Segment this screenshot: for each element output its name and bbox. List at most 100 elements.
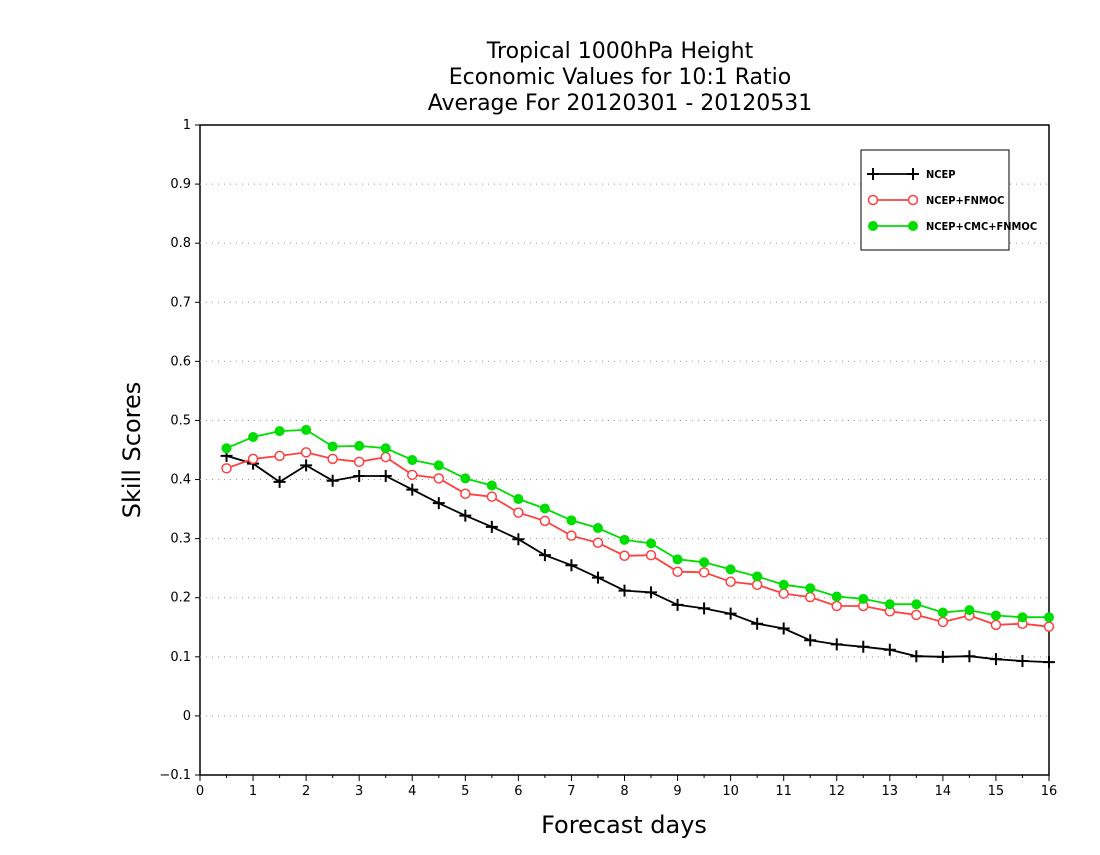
series-ncep-cmc-fnmoc [221,424,1054,623]
legend-marker-ncep-cmc-fnmoc [908,221,918,231]
data-point-ncep-cmc-fnmoc [672,554,683,565]
x-tick-label: 11 [775,784,792,799]
data-point-ncep-fnmoc [247,453,259,465]
data-point-ncep-cmc-fnmoc [301,424,312,435]
x-tick-label: 7 [567,784,575,799]
series-layer [220,424,1055,669]
data-point-ncep-cmc-fnmoc [699,557,710,568]
y-tick-label: 0.7 [170,295,191,310]
data-point-ncep-cmc-fnmoc [486,480,497,491]
data-point-ncep [645,586,658,599]
data-point-ncep-fnmoc [911,609,922,621]
chart-title-line-3: Average For 20120301 - 20120531 [428,91,813,116]
data-point-ncep-fnmoc [645,549,657,561]
data-point-ncep [724,607,737,620]
data-point-ncep [936,650,949,663]
y-tick-label: 1 [183,118,191,133]
legend-label-ncep: NCEP [926,168,956,181]
data-point-ncep [273,475,286,488]
legend: NCEP NCEP+FNMOC NCEP+CMC+FNMOC [860,149,1037,251]
data-point-ncep [830,638,843,651]
y-axis-title: Skill Scores [118,382,146,519]
data-point-ncep-fnmoc [539,515,551,527]
data-point-ncep [538,549,551,562]
data-point-ncep-cmc-fnmoc [566,515,577,526]
data-point-ncep-fnmoc [274,450,285,462]
data-point-ncep [406,483,419,496]
data-point-ncep-fnmoc [407,469,418,481]
data-point-ncep [379,470,392,482]
data-point-ncep-fnmoc [937,616,949,628]
y-tick-label: 0.3 [170,532,191,547]
legend-marker-ncep [867,168,879,180]
data-point-ncep-cmc-fnmoc [646,538,657,549]
data-point-ncep [326,474,339,487]
data-point-ncep-fnmoc [725,576,736,588]
y-tick-label: 0.5 [170,413,191,428]
data-point-ncep [432,497,445,510]
chart-title-line-1: Tropical 1000hPa Height [486,39,754,64]
x-tick-label: 12 [828,784,845,799]
legend-marker-ncep-cmc-fnmoc [868,221,878,231]
data-point-ncep [1016,654,1029,667]
series-ncep-fnmoc [221,447,1055,632]
x-tick-label: 6 [514,784,522,799]
data-point-ncep-cmc-fnmoc [380,443,391,454]
data-point-ncep-fnmoc [698,567,710,578]
data-point-ncep-cmc-fnmoc [513,494,524,505]
data-point-ncep-cmc-fnmoc [778,579,789,590]
data-point-ncep [751,617,764,630]
legend-label-ncep-cmc-fnmoc: NCEP+CMC+FNMOC [926,220,1037,233]
data-point-ncep-fnmoc [1043,621,1055,632]
data-point-ncep [883,643,896,656]
x-tick-label: 15 [988,784,1005,799]
data-point-ncep-fnmoc [433,473,445,484]
data-point-ncep [485,520,498,533]
data-point-ncep-fnmoc [778,588,789,599]
x-tick-label: 0 [196,784,204,799]
data-point-ncep [804,634,817,647]
data-point-ncep-cmc-fnmoc [1044,612,1054,623]
data-point-ncep-cmc-fnmoc [725,564,736,575]
axis-ticks: −0.100.10.20.30.40.50.60.70.80.910 1 2 3 4 5 6… [159,118,1057,799]
data-point-ncep [963,650,976,663]
data-point-ncep [591,571,604,584]
data-point-ncep-fnmoc [619,550,630,562]
legend-label-ncep-fnmoc: NCEP+FNMOC [926,194,1004,207]
data-point-ncep-cmc-fnmoc [884,599,895,610]
data-point-ncep [777,622,790,635]
data-point-ncep-cmc-fnmoc [1017,612,1028,623]
x-tick-label: 13 [882,784,899,799]
y-tick-label: 0.8 [170,236,191,251]
data-point-ncep-cmc-fnmoc [592,523,603,533]
data-point-ncep-fnmoc [380,451,391,463]
data-point-ncep-cmc-fnmoc [937,607,948,618]
data-point-ncep-fnmoc [804,591,816,603]
data-point-ncep-fnmoc [592,537,604,549]
x-axis-title: Forecast days [541,811,707,839]
data-point-ncep-cmc-fnmoc [221,443,232,454]
series-ncep [220,449,1055,669]
legend-marker-ncep [907,168,919,180]
series-line-ncep [226,455,1050,663]
y-tick-label: −0.1 [159,768,191,783]
x-tick-label: 10 [722,784,739,799]
x-tick-label: 3 [355,784,363,799]
x-tick-label: 16 [1041,784,1058,799]
data-point-ncep-cmc-fnmoc [619,534,630,545]
x-tick-label: 1 [249,784,257,799]
data-point-ncep-fnmoc [300,447,312,458]
data-point-ncep [353,470,366,482]
data-point-ncep-fnmoc [751,579,763,590]
data-point-ncep [910,650,923,663]
data-point-ncep-cmc-fnmoc [460,473,471,484]
data-point-ncep-fnmoc [221,463,232,474]
data-point-ncep-cmc-fnmoc [805,583,816,594]
data-point-ncep [671,598,684,611]
y-tick-label: 0 [183,709,191,724]
data-point-ncep-fnmoc [831,600,842,612]
data-point-ncep-fnmoc [672,566,683,577]
data-point-ncep-cmc-fnmoc [433,460,444,471]
data-point-ncep-fnmoc [486,491,498,502]
